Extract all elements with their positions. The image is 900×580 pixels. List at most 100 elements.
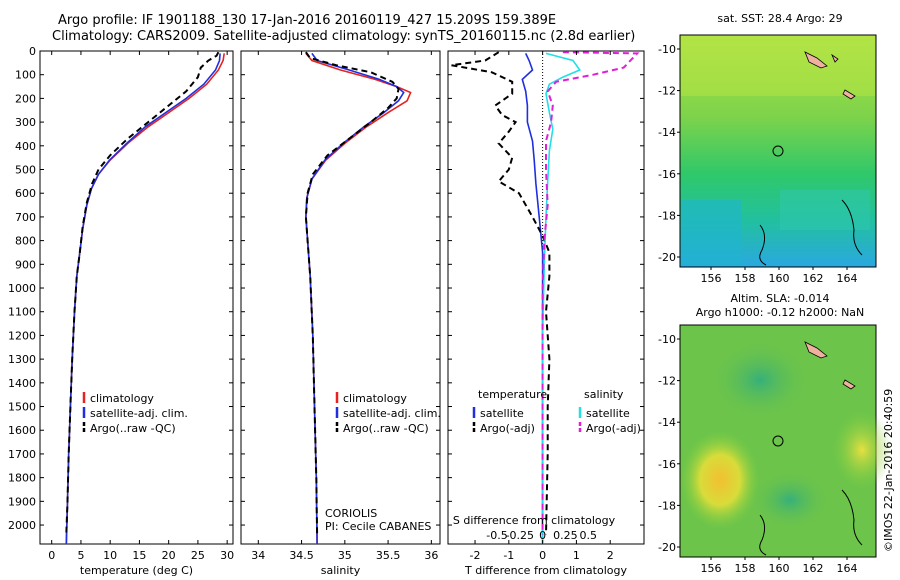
map-x-tick-label: 160 — [769, 562, 790, 575]
chart-panel-temperature: 0 5 10 15 20 25 30 temperature (deg C) 0 100 200 30… — [8, 45, 234, 577]
legend-label: satellite-adj. clim. — [343, 407, 441, 420]
map-x-tick-label: 156 — [701, 562, 722, 575]
series-group — [451, 51, 640, 544]
map-x-tick-label: 162 — [803, 272, 824, 285]
sla-argo-location-marker — [772, 435, 784, 447]
sst-map: sat. SST: 28.4 Argo: 29 -10 -12 -14 -16 -18 -… — [658, 12, 877, 285]
y-tick-label: 1700 — [8, 448, 36, 461]
y-tick-label: 900 — [15, 258, 36, 271]
figure-title-line1: Argo profile: IF 1901188_130 17-Jan-2016… — [58, 13, 557, 28]
copyright-label: ©IMOS 22-Jan-2016 20:40:59 — [882, 388, 895, 552]
plot-area — [39, 50, 234, 545]
map-x-tick-label: 162 — [803, 562, 824, 575]
x-tick-label: 20 — [162, 549, 176, 562]
y-tick-label: 1400 — [8, 377, 36, 390]
series-line-argo-raw-qc- — [304, 51, 400, 535]
y-tick-label: 1600 — [8, 424, 36, 437]
x-tick-label: 25 — [191, 549, 205, 562]
sst-contour — [841, 199, 863, 256]
y-tick-label: 100 — [15, 69, 36, 82]
sla-island — [842, 379, 856, 390]
y-tick-label: 1200 — [8, 329, 36, 342]
y-tick-label: 1000 — [8, 282, 36, 295]
map-y-tick-label: -20 — [658, 251, 676, 264]
x-tick-label: 10 — [103, 549, 117, 562]
annotation-text: CORIOLIS — [325, 507, 377, 520]
x-tick-label-top: -0.25 — [506, 529, 534, 542]
series-line-temperature-argo-adj- — [451, 51, 551, 535]
map-y-tick-label: -12 — [658, 375, 676, 388]
legend-label: satellite — [480, 407, 524, 420]
map-x-tick-label: 158 — [735, 272, 756, 285]
map-y-tick-label: -10 — [658, 333, 676, 346]
x-tick-label: 2 — [607, 549, 614, 562]
map-y-tick-label: -18 — [658, 499, 676, 512]
map-x-tick-label: 160 — [769, 272, 790, 285]
map-y-tick-label: -14 — [658, 126, 676, 139]
legend-label: Argo(-adj) — [480, 422, 535, 435]
x-axis-label-top: S difference from climatology — [453, 514, 616, 527]
sst-contour — [759, 224, 767, 266]
map-y-tick-label: -20 — [658, 541, 676, 554]
series-group — [65, 51, 225, 544]
map-x-tick-label: 156 — [701, 272, 722, 285]
x-tick-label-top: 0.5 — [579, 529, 597, 542]
sla-island — [804, 341, 828, 359]
annotation-text: PI: Cecile CABANES — [325, 520, 431, 533]
legend-label: Argo(..raw -QC) — [343, 422, 429, 435]
map-y-tick-label: -12 — [658, 85, 676, 98]
x-tick-label: -2 — [470, 549, 481, 562]
x-tick-label: 35 — [338, 549, 352, 562]
x-axis-label: temperature (deg C) — [80, 564, 193, 577]
x-tick-label-top: -0.5 — [486, 529, 507, 542]
x-tick-label: 34.5 — [289, 549, 314, 562]
sla-map: Altim. SLA: -0.014 Argo h1000: -0.12 h20… — [658, 292, 892, 575]
x-axis-label: salinity — [321, 564, 361, 577]
sst-island — [842, 89, 856, 100]
sst-argo-location-marker — [772, 145, 784, 157]
legend-label: Argo(..raw -QC) — [90, 422, 176, 435]
sst-island — [804, 51, 828, 69]
y-tick-label: 1300 — [8, 353, 36, 366]
plot-area — [447, 50, 645, 545]
y-tick-label: 200 — [15, 92, 36, 105]
x-tick-label: 35.5 — [376, 549, 401, 562]
x-tick-label: 34 — [251, 549, 265, 562]
y-tick-label: 800 — [15, 235, 36, 248]
y-tick-label: 600 — [15, 187, 36, 200]
sla-contour — [841, 489, 863, 546]
map-y-tick-label: -18 — [658, 209, 676, 222]
map-x-tick-label: 164 — [837, 272, 858, 285]
y-tick-label: 1500 — [8, 401, 36, 414]
map-y-tick-label: -16 — [658, 458, 676, 471]
series-line-satellite-adj-clim- — [305, 52, 405, 544]
x-tick-label: 15 — [132, 549, 146, 562]
legend-label: Argo(-adj) — [586, 422, 641, 435]
sla-map-title2: Argo h1000: -0.12 h2000: NaN — [696, 306, 865, 319]
map-x-tick-label: 158 — [735, 562, 756, 575]
legend-label: satellite-adj. clim. — [90, 407, 188, 420]
y-tick-label: 0 — [29, 45, 36, 58]
series-group — [304, 51, 412, 544]
y-tick-label: 1100 — [8, 306, 36, 319]
legend-title-salinity: salinity — [584, 388, 624, 401]
y-tick-label: 400 — [15, 140, 36, 153]
x-tick-label: 5 — [77, 549, 84, 562]
y-tick-label: 2000 — [8, 519, 36, 532]
x-tick-label: 36 — [424, 549, 438, 562]
chart-panel-difference: -2 -1 0 1 2 T difference from climatology temp… — [447, 50, 645, 577]
y-tick-label: 1800 — [8, 472, 36, 485]
y-tick-label: 700 — [15, 211, 36, 224]
sla-contour — [759, 514, 767, 556]
map-x-tick-label: 164 — [837, 562, 858, 575]
x-tick-label-top: 0.25 — [553, 529, 578, 542]
sst-map-title: sat. SST: 28.4 Argo: 29 — [717, 12, 842, 25]
map-y-tick-label: -16 — [658, 168, 676, 181]
legend-title-temperature: temperature — [478, 388, 547, 401]
sla-map-title1: Altim. SLA: -0.014 — [730, 292, 829, 305]
map-y-tick-label: -14 — [658, 416, 676, 429]
legend-label: climatology — [90, 392, 154, 405]
x-tick-label: 1 — [573, 549, 580, 562]
x-tick-label: 30 — [220, 549, 234, 562]
map-y-tick-label: -10 — [658, 43, 676, 56]
